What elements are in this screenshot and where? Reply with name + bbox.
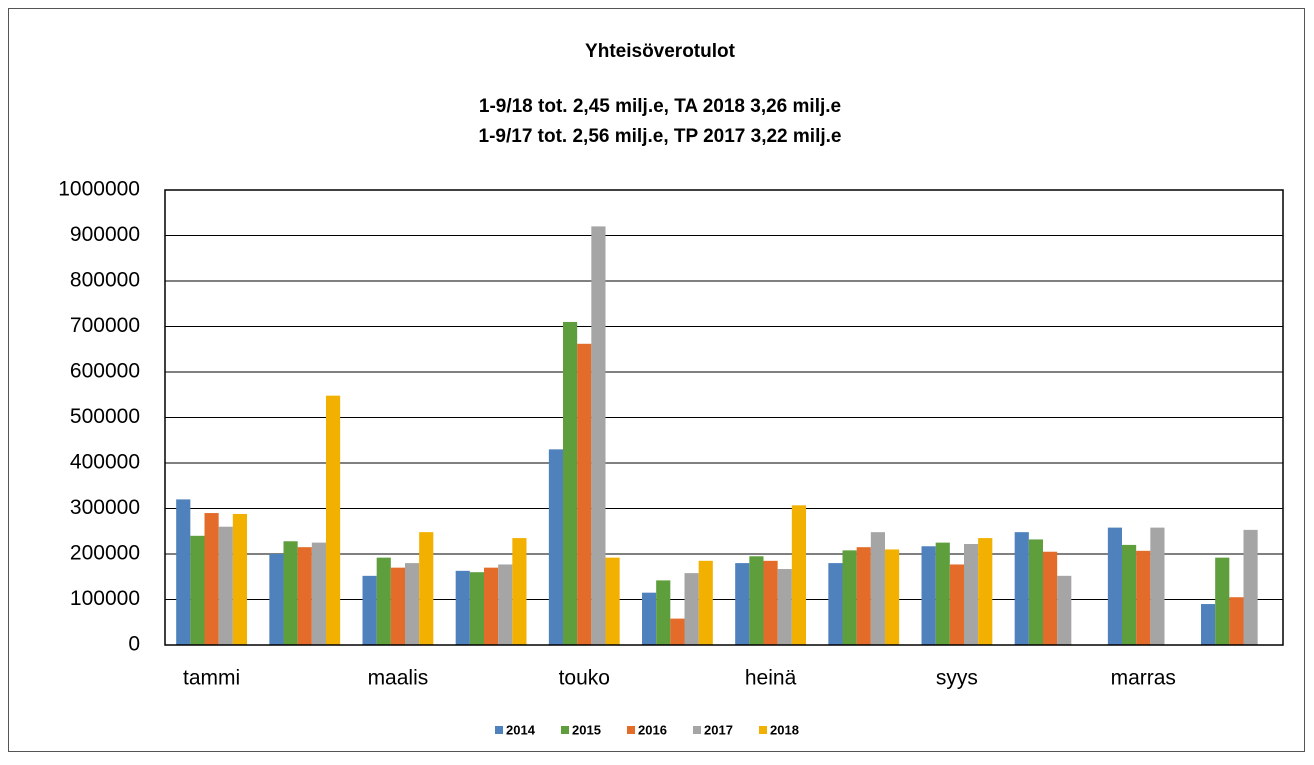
bar xyxy=(1057,575,1072,645)
x-tick-label: maalis xyxy=(368,667,429,690)
bar xyxy=(311,542,326,645)
y-tick-label: 400000 xyxy=(70,451,140,474)
x-tick-label: touko xyxy=(559,667,610,690)
bar xyxy=(1107,527,1123,645)
bar xyxy=(642,592,657,645)
chart-title: Yhteisöverotulot xyxy=(585,41,736,62)
bar xyxy=(1014,532,1029,645)
bar xyxy=(297,547,312,645)
bar xyxy=(1201,604,1216,645)
bar xyxy=(419,532,434,645)
bar xyxy=(884,549,900,645)
bar xyxy=(404,563,420,645)
bar xyxy=(232,513,247,645)
legend-swatch xyxy=(627,726,635,734)
chart-subtitle: 1-9/18 tot. 2,45 milj.e, TA 2018 3,26 mi… xyxy=(479,96,841,117)
bar xyxy=(512,538,527,645)
bar xyxy=(1136,550,1151,645)
bar xyxy=(749,556,764,645)
y-tick-label: 600000 xyxy=(70,360,140,383)
bar xyxy=(777,569,792,645)
y-tick-label: 100000 xyxy=(70,587,140,610)
y-tick-label: 500000 xyxy=(70,405,140,428)
y-tick-label: 300000 xyxy=(70,496,140,519)
bar xyxy=(1043,551,1058,645)
bar xyxy=(935,542,950,645)
bar xyxy=(978,538,993,645)
y-tick-label: 0 xyxy=(128,633,140,656)
x-tick-label: tammi xyxy=(183,667,240,690)
bar xyxy=(269,554,284,645)
legend-label: 2016 xyxy=(638,722,667,737)
bar xyxy=(791,505,806,645)
y-tick-label: 800000 xyxy=(70,269,140,292)
x-tick-label: syys xyxy=(936,667,978,690)
bar xyxy=(218,526,233,645)
bar xyxy=(856,547,871,645)
bar xyxy=(698,560,713,645)
bar xyxy=(1243,529,1258,645)
bar xyxy=(670,618,685,645)
bar xyxy=(763,560,778,645)
y-tick-label: 1000000 xyxy=(58,178,140,201)
legend-label: 2018 xyxy=(770,722,799,737)
bar xyxy=(455,570,470,645)
legend-label: 2015 xyxy=(572,722,601,737)
bar xyxy=(1229,597,1244,645)
bar xyxy=(684,573,699,645)
bar xyxy=(1215,557,1230,645)
bar xyxy=(1122,544,1137,645)
chart-subtitle: 1-9/17 tot. 2,56 milj.e, TP 2017 3,22 mi… xyxy=(479,126,842,147)
bar xyxy=(498,564,513,645)
bar xyxy=(656,580,671,645)
bar xyxy=(176,499,191,645)
legend-swatch xyxy=(561,726,569,734)
bar xyxy=(362,575,377,645)
legend-label: 2014 xyxy=(506,722,536,737)
bar xyxy=(548,449,564,645)
bar xyxy=(921,546,936,645)
bar xyxy=(563,321,578,645)
x-tick-label: marras xyxy=(1111,667,1176,690)
x-tick-label: heinä xyxy=(745,667,797,690)
y-tick-label: 700000 xyxy=(70,314,140,337)
bar xyxy=(949,564,964,645)
legend-swatch xyxy=(759,726,767,734)
bar xyxy=(735,563,750,645)
bar xyxy=(828,563,843,645)
bar xyxy=(1028,539,1044,645)
bar xyxy=(190,535,205,645)
bar xyxy=(1150,527,1165,645)
bar xyxy=(325,395,341,645)
bar xyxy=(204,513,219,645)
bar xyxy=(390,567,405,645)
y-tick-label: 200000 xyxy=(70,542,140,565)
bar xyxy=(605,557,620,645)
legend-swatch xyxy=(693,726,701,734)
bar xyxy=(591,226,606,645)
bar xyxy=(283,541,298,645)
bar xyxy=(870,532,885,645)
bar xyxy=(963,543,979,645)
bar xyxy=(469,572,485,645)
legend-swatch xyxy=(495,726,503,734)
bar xyxy=(842,550,857,645)
bar xyxy=(577,343,592,645)
bar xyxy=(484,567,499,645)
legend-label: 2017 xyxy=(704,722,733,737)
plot-border xyxy=(164,189,1284,646)
bar xyxy=(376,557,391,645)
y-tick-label: 900000 xyxy=(70,223,140,246)
